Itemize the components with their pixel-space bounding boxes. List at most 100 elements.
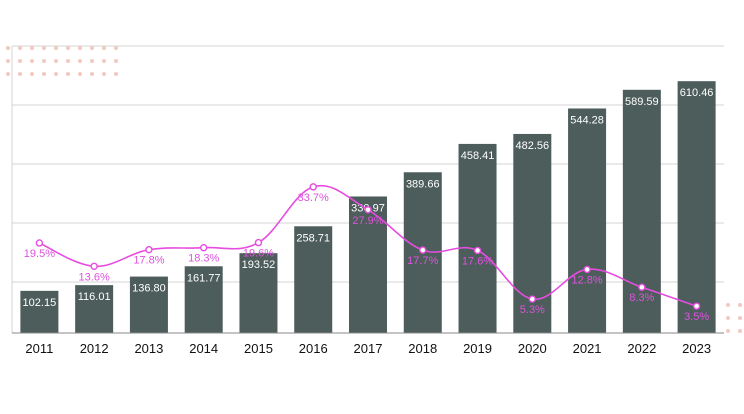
bar (677, 81, 716, 334)
bar-value-label: 136.80 (132, 283, 166, 295)
bar (75, 285, 114, 333)
dot (78, 46, 82, 50)
bar (20, 290, 59, 333)
dot (6, 46, 10, 50)
growth-value-label: 12.8% (571, 274, 602, 286)
dot (78, 59, 82, 63)
bar-value-label: 161.77 (187, 272, 221, 284)
x-tick-label: 2015 (244, 341, 273, 356)
decorative-dots (6, 46, 742, 333)
x-tick-label: 2020 (518, 341, 547, 356)
dot (738, 316, 742, 320)
dot (90, 46, 94, 50)
growth-value-label: 17.6% (462, 255, 493, 267)
growth-point (199, 244, 208, 252)
growth-line: 19.5% 13.6% 17.8% 18.3% 19.6% 33.7% 27.9% 17.7%… (24, 183, 709, 323)
bar (239, 253, 278, 333)
bar (622, 89, 661, 333)
dot (738, 303, 742, 307)
dot (42, 46, 46, 50)
dot (90, 59, 94, 63)
dot (54, 72, 58, 76)
growth-point (145, 245, 153, 254)
dot (18, 59, 22, 63)
growth-value-label: 19.5% (24, 248, 55, 260)
x-tick-label: 2014 (189, 341, 218, 356)
growth-value-label: 8.3% (629, 292, 654, 304)
bar-value-label: 116.01 (78, 291, 111, 303)
x-tick-label: 2018 (408, 341, 437, 356)
dot (114, 59, 118, 63)
dot (66, 46, 70, 50)
x-tick-label: 2013 (134, 341, 163, 356)
dot (726, 316, 730, 320)
growth-point (692, 302, 701, 310)
bar-value-label: 193.52 (242, 259, 276, 271)
bar-value-label: 458.41 (461, 150, 495, 162)
bar (129, 276, 168, 333)
bar-value-label: 389.66 (406, 178, 440, 190)
dot (54, 59, 58, 63)
dot (90, 72, 94, 76)
x-tick-label: 2011 (25, 341, 53, 356)
growth-value-label: 13.6% (79, 271, 110, 283)
x-tick-label: 2017 (354, 341, 383, 356)
growth-point (309, 183, 317, 191)
dot (18, 72, 22, 76)
x-tick-label: 2022 (627, 341, 656, 356)
bar (458, 143, 497, 333)
dot (114, 46, 118, 50)
dot (102, 46, 106, 50)
dot (30, 59, 34, 63)
bar (294, 226, 333, 333)
bar-value-label: 544.28 (570, 114, 604, 126)
growth-point (473, 246, 482, 255)
growth-value-label: 17.8% (133, 255, 164, 267)
dot (66, 59, 70, 63)
growth-point (90, 262, 98, 270)
bars: 102.15116.01136.80161.77193.52258.71330.… (12, 81, 724, 334)
bar-value-label: 102.15 (23, 297, 57, 309)
growth-point (419, 246, 427, 254)
dot (102, 59, 106, 63)
dot (78, 72, 82, 76)
dot (102, 72, 106, 76)
dot (42, 72, 46, 76)
x-tick-label: 2016 (299, 341, 328, 356)
growth-value-label: 5.3% (520, 304, 545, 316)
dot (30, 72, 34, 76)
x-tick-label: 2021 (573, 341, 602, 356)
x-tick-label: 2019 (463, 341, 492, 356)
dot (30, 46, 34, 50)
growth-value-label: 19.6% (243, 248, 274, 260)
bar-value-label: 610.46 (680, 87, 714, 99)
bar (568, 108, 607, 333)
dot (66, 72, 70, 76)
dot (18, 46, 22, 50)
dot (6, 72, 10, 76)
dot (54, 46, 58, 50)
growth-value-label: 27.9% (352, 215, 383, 227)
dot (42, 59, 46, 63)
growth-point (35, 239, 44, 247)
growth-value-label: 17.7% (407, 255, 438, 267)
growth-point (638, 283, 646, 291)
dot (114, 72, 118, 76)
growth-point (364, 206, 372, 214)
growth-point (254, 238, 263, 247)
x-tick-label: 2023 (682, 341, 711, 356)
dot (738, 329, 742, 333)
growth-value-label: 3.5% (684, 311, 709, 323)
x-tick-label: 2012 (80, 341, 109, 356)
dot (6, 59, 10, 63)
dot (726, 303, 730, 307)
bar-value-label: 589.59 (625, 96, 659, 108)
bar-value-label: 482.56 (515, 140, 549, 152)
growth-value-label: 33.7% (298, 192, 329, 204)
growth-point (583, 265, 591, 274)
bar-value-label: 258.71 (296, 232, 330, 244)
growth-point (528, 295, 537, 303)
bar (184, 266, 223, 333)
dot (726, 329, 730, 333)
